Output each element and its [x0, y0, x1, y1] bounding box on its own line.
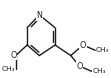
- Text: N: N: [36, 11, 42, 20]
- Text: O: O: [80, 40, 86, 50]
- Text: CH₃: CH₃: [93, 68, 106, 74]
- Text: CH₃: CH₃: [1, 66, 15, 72]
- Text: O: O: [76, 62, 83, 71]
- Text: CH₃: CH₃: [96, 47, 110, 53]
- Text: O: O: [10, 51, 16, 60]
